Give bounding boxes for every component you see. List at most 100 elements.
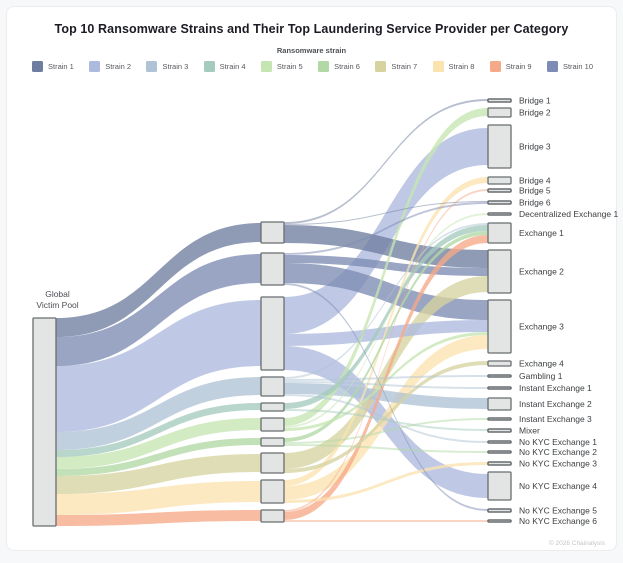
flow-gvp-to-s3 [56, 377, 261, 450]
flow-s5-to-dex1 [284, 213, 488, 428]
node-bridge5 [487, 188, 512, 193]
flow-s1-to-ex2 [284, 225, 488, 268]
node-nke2 [487, 450, 512, 454]
flow-s8-to-nke3 [284, 462, 488, 503]
legend-swatch-icon [318, 61, 330, 72]
node-label-ie2: Instant Exchange 2 [519, 399, 592, 409]
node-nke3 [487, 461, 512, 466]
flow-s8-to-bridge4 [284, 177, 488, 486]
node-bridge6 [487, 200, 512, 205]
node-label-nke5: No KYC Exchange 5 [519, 506, 597, 516]
flow-s1-to-bridge6 [284, 201, 488, 225]
node-bridge3 [487, 124, 512, 169]
legend-item-1: Strain 1 [32, 61, 74, 72]
flow-s9-to-nke6 [284, 520, 488, 522]
node-nke1 [487, 440, 512, 444]
node-label-ex2: Exchange 2 [519, 267, 564, 277]
node-s7 [260, 452, 285, 474]
legend-item-5: Strain 5 [260, 61, 303, 72]
node-ex1 [487, 222, 512, 244]
flow-s4-to-mixer [284, 409, 488, 431]
legend-item-label: Strain 5 [276, 62, 303, 71]
legend-item-6: Strain 6 [318, 61, 360, 72]
flow-s9-to-bridge5 [284, 189, 488, 512]
node-dex1 [487, 212, 512, 216]
node-mixer [487, 428, 512, 433]
copyright-note: © 2026 Chainalysis [548, 540, 605, 547]
node-s9 [260, 509, 285, 523]
flow-gvp-to-s6 [56, 438, 261, 476]
node-label-bridge4: Bridge 4 [519, 176, 551, 186]
flow-s4-to-ex1 [284, 225, 488, 409]
node-s4 [260, 402, 285, 412]
legend-item-label: Strain 9 [505, 62, 532, 71]
node-s2 [260, 296, 285, 371]
flow-gvp-to-s8 [56, 481, 261, 515]
flow-s7-to-ex4 [284, 361, 488, 473]
flow-s3-to-nke1 [284, 394, 488, 443]
legend-item-label: Strain 10 [562, 62, 593, 71]
node-ie2 [487, 397, 512, 411]
node-label-gambling1: Gambling 1 [519, 371, 563, 381]
legend-swatch-icon [32, 61, 43, 72]
node-label-ex4: Exchange 4 [519, 359, 564, 369]
flow-s1-to-bridge1 [284, 99, 488, 224]
node-label-nke1: No KYC Exchange 1 [519, 437, 597, 447]
node-bridge2 [487, 107, 512, 118]
legend-item-8: Strain 8 [432, 61, 475, 72]
flow-gvp-to-s9 [56, 510, 261, 526]
node-label-ex3: Exchange 3 [519, 322, 564, 332]
legend-item-label: Strain 2 [105, 62, 132, 71]
node-s5 [260, 417, 285, 432]
legend-item-10: Strain 10 [546, 61, 593, 72]
legend-swatch-icon [89, 61, 101, 72]
legend-swatch-icon [146, 61, 158, 72]
legend-item-2: Strain 2 [89, 61, 131, 72]
node-s3 [260, 376, 285, 397]
flow-s3-to-ie1 [284, 381, 488, 389]
legend-swatch-icon [432, 61, 444, 72]
node-ie1 [487, 386, 512, 390]
legend-item-4: Strain 4 [203, 61, 246, 72]
node-nke6 [487, 519, 512, 523]
node-nke5 [487, 508, 512, 513]
node-label-nke6: No KYC Exchange 6 [519, 516, 597, 526]
flow-s6-to-ex1 [284, 231, 488, 442]
legend-swatch-icon [546, 61, 558, 72]
node-label-dex1: Decentralized Exchange 1 [519, 209, 619, 219]
node-gvp [32, 317, 57, 527]
legend: Strain 1 Strain 2 Strain 3 Strain 4 Strain 5… [32, 61, 593, 72]
node-label-nke2: No KYC Exchange 2 [519, 447, 597, 457]
legend-item-label: Strain 8 [448, 62, 475, 71]
flow-s3-to-gambling1 [284, 375, 488, 381]
node-label-bridge2: Bridge 2 [519, 108, 551, 118]
flow-gvp-to-s10 [56, 254, 261, 366]
node-label-mixer: Mixer [519, 426, 540, 436]
node-s6 [260, 437, 285, 447]
flow-gvp-to-s7 [56, 454, 261, 494]
node-label-bridge5: Bridge 5 [519, 186, 551, 196]
flow-s6-to-nke2 [284, 444, 488, 453]
node-bridge1 [487, 98, 512, 103]
node-label-bridge3: Bridge 3 [519, 142, 551, 152]
chart-title: Top 10 Ransomware Strains and Their Top … [54, 22, 569, 36]
flow-s7-to-ex2 [284, 276, 488, 469]
flow-gvp-to-s1 [56, 223, 261, 337]
flow-gvp-to-s5 [56, 418, 261, 469]
node-label-nke4: No KYC Exchange 4 [519, 481, 597, 491]
node-gambling1 [487, 374, 512, 378]
flow-s5-to-ex3 [284, 332, 488, 431]
flow-s6-to-ie3 [284, 418, 488, 444]
legend-title: Ransomware strain [276, 46, 347, 55]
node-label-ex1: Exchange 1 [519, 228, 564, 238]
node-ex2 [487, 249, 512, 294]
node-ex4 [487, 360, 512, 367]
legend-item-label: Strain 4 [219, 62, 246, 71]
node-label-gvp: Global Victim Pool [36, 289, 78, 310]
node-label-bridge6: Bridge 6 [519, 198, 551, 208]
flow-gvp-to-s4 [56, 403, 261, 457]
node-label-ie3: Instant Exchange 3 [519, 414, 592, 424]
node-label-ie1: Instant Exchange 1 [519, 383, 592, 393]
flow-s10-to-nke5 [284, 283, 488, 511]
